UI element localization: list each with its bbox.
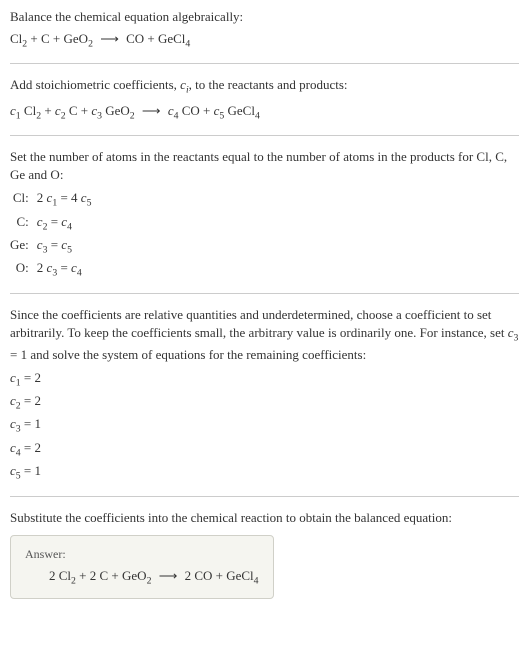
- answer-label: Answer:: [25, 546, 259, 563]
- section-problem: Balance the chemical equation algebraica…: [10, 8, 519, 64]
- unbalanced-equation: Cl2 + C + GeO2 ⟶ CO + GeCl4: [10, 30, 519, 51]
- atom-eq-c: c2 = c4: [37, 212, 92, 235]
- atom-row: C: c2 = c4: [10, 212, 91, 235]
- section-answer: Substitute the coefficients into the che…: [10, 509, 519, 611]
- coef-c5: c5 = 1: [10, 461, 519, 484]
- atom-row: Cl: 2 c1 = 4 c5: [10, 188, 91, 211]
- coef-c2: c2 = 2: [10, 391, 519, 414]
- atoms-intro: Set the number of atoms in the reactants…: [10, 148, 519, 184]
- coef-c1: c1 = 2: [10, 368, 519, 391]
- atom-eq-cl: 2 c1 = 4 c5: [37, 188, 92, 211]
- answer-intro: Substitute the coefficients into the che…: [10, 509, 519, 527]
- answer-box: Answer: 2 Cl2 + 2 C + GeO2 ⟶ 2 CO + GeCl…: [10, 535, 274, 599]
- atom-eq-ge: c3 = c5: [37, 235, 92, 258]
- atom-row: O: 2 c3 = c4: [10, 258, 91, 281]
- coef-c4: c4 = 2: [10, 438, 519, 461]
- coef-c3: c3 = 1: [10, 414, 519, 437]
- section-solve: Since the coefficients are relative quan…: [10, 306, 519, 497]
- stoich-equation: c1 Cl2 + c2 C + c3 GeO2 ⟶ c4 CO + c5 GeC…: [10, 102, 519, 123]
- atom-label-o: O:: [10, 258, 37, 281]
- solve-intro: Since the coefficients are relative quan…: [10, 306, 519, 364]
- balanced-equation: 2 Cl2 + 2 C + GeO2 ⟶ 2 CO + GeCl4: [25, 567, 259, 588]
- atom-row: Ge: c3 = c5: [10, 235, 91, 258]
- atom-eq-o: 2 c3 = c4: [37, 258, 92, 281]
- section-stoichiometric: Add stoichiometric coefficients, ci, to …: [10, 76, 519, 135]
- coefficient-list: c1 = 2 c2 = 2 c3 = 1 c4 = 2 c5 = 1: [10, 368, 519, 484]
- atom-label-ge: Ge:: [10, 235, 37, 258]
- atom-label-cl: Cl:: [10, 188, 37, 211]
- atom-equations-table: Cl: 2 c1 = 4 c5 C: c2 = c4 Ge: c3 = c5 O…: [10, 188, 91, 281]
- stoich-intro: Add stoichiometric coefficients, ci, to …: [10, 76, 519, 97]
- problem-intro: Balance the chemical equation algebraica…: [10, 8, 519, 26]
- section-atoms: Set the number of atoms in the reactants…: [10, 148, 519, 294]
- atom-label-c: C:: [10, 212, 37, 235]
